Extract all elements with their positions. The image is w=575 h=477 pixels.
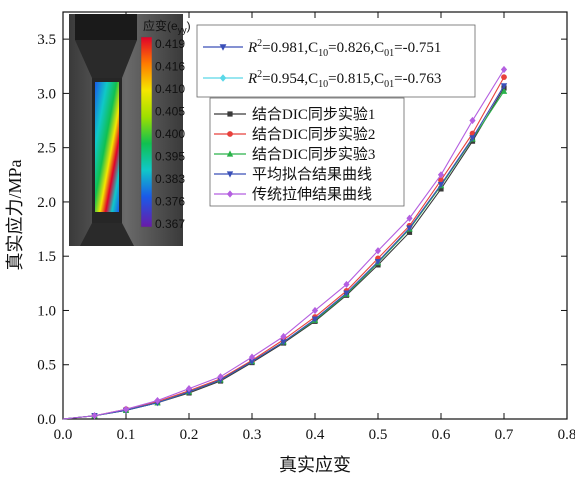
data-point	[280, 332, 287, 341]
series-layer	[62, 65, 508, 420]
colorbar-tick-label: 0.383	[155, 172, 185, 186]
x-tick-label: 0.4	[306, 427, 325, 443]
fit-equation-legend: R2=0.981,C10=0.826,C01=-0.751 R2=0.954,C1…	[196, 24, 476, 98]
data-point	[248, 358, 256, 366]
data-point	[469, 135, 476, 142]
data-point	[500, 65, 508, 74]
specimen-shoulder	[75, 40, 137, 78]
data-point	[217, 373, 224, 381]
colorbar-tick-label: 0.395	[155, 150, 185, 164]
data-point	[500, 83, 508, 90]
series-4	[62, 83, 508, 420]
legend-marker	[226, 150, 234, 157]
fit-equation-label: R2=0.981,C10=0.826,C01=-0.751	[247, 38, 441, 59]
series-legend-label: 结合DIC同步实验2	[252, 126, 375, 143]
legend-marker	[227, 111, 233, 117]
dic-inset: 应变(eyy) 0.4190.4160.4100.4050.4000.3950.…	[69, 14, 191, 246]
colorbar-title: 应变(eyy)	[143, 18, 191, 35]
fit-legend-entry: R2=0.954,C10=0.815,C01=-0.763	[203, 69, 441, 90]
x-tick-label: 0.6	[432, 427, 451, 443]
x-tick-label: 0.0	[54, 427, 73, 443]
y-tick-label: 1.0	[37, 303, 56, 319]
colorbar-tick-label: 0.405	[155, 105, 185, 119]
series-legend-entry: 结合DIC同步实验1	[214, 106, 375, 123]
x-tick-label: 0.3	[243, 427, 262, 443]
y-tick-label: 3.0	[37, 86, 56, 102]
x-tick-label: 0.1	[117, 427, 136, 443]
y-tick-label: 3.5	[37, 32, 56, 48]
specimen-shoulder-bottom	[80, 223, 134, 246]
y-tick-label: 0.5	[37, 358, 56, 374]
legend-marker	[227, 131, 233, 137]
fit-equation-label: R2=0.954,C10=0.815,C01=-0.763	[247, 69, 441, 90]
data-point	[374, 259, 382, 266]
series-legend-label: 结合DIC同步实验3	[252, 146, 375, 163]
x-tick-label: 0.7	[495, 427, 514, 443]
x-tick-label: 0.8	[558, 427, 575, 443]
x-tick-label: 0.2	[180, 427, 199, 443]
data-point	[311, 316, 319, 323]
data-point	[280, 339, 287, 346]
y-tick-label: 2.5	[37, 141, 56, 157]
data-point	[91, 412, 98, 420]
data-point	[437, 181, 445, 189]
legend-marker	[226, 190, 234, 198]
series-legend-label: 传统拉伸结果曲线	[252, 186, 372, 203]
data-point	[343, 280, 350, 289]
data-point	[154, 396, 161, 405]
legend-marker	[226, 171, 234, 178]
data-point	[500, 87, 508, 94]
series-legend-entry: 平均拟合结果曲线	[214, 166, 372, 183]
data-point	[374, 247, 382, 255]
data-point	[217, 377, 224, 384]
data-point	[311, 306, 319, 315]
y-tick-label: 2.0	[37, 195, 56, 211]
colorbar-tick-label: 0.400	[155, 127, 185, 141]
axes: 0.0 0.1 0.2 0.3 0.4 0.5 0.6 0.7 0.8 0.0 0.5 1.0 1.5 2…	[37, 12, 575, 443]
series-5	[62, 65, 508, 420]
series-legend-entry: 结合DIC同步实验3	[214, 146, 375, 163]
x-axis-label: 真实应变	[279, 455, 351, 475]
series-legend-entry: 传统拉伸结果曲线	[214, 186, 372, 203]
dic-strain-field	[95, 82, 119, 212]
series-legend-label: 平均拟合结果曲线	[252, 166, 372, 183]
y-tick-label: 0.0	[37, 412, 56, 428]
colorbar	[140, 36, 153, 228]
specimen-grip-top	[75, 14, 137, 40]
series-legend-entry: 结合DIC同步实验2	[214, 126, 375, 143]
data-point	[438, 186, 444, 192]
data-point	[437, 171, 445, 179]
series-legend-label: 结合DIC同步实验1	[252, 106, 375, 123]
data-point	[248, 353, 256, 361]
fit-legend-entry: R2=0.981,C10=0.826,C01=-0.751	[203, 38, 441, 59]
colorbar-tick-label: 0.376	[155, 195, 185, 209]
data-point	[185, 389, 193, 396]
colorbar-tick-label: 0.419	[155, 37, 185, 51]
data-point	[406, 229, 413, 235]
legend-marker	[219, 74, 227, 82]
colorbar-tick-label: 0.367	[155, 217, 185, 231]
series-legend: 结合DIC同步实验1 结合DIC同步实验2 结合DIC同步实验3 平均拟合结果曲线传统…	[209, 97, 405, 207]
y-tick-label: 1.5	[37, 249, 56, 265]
legend-marker	[219, 44, 227, 51]
data-point	[501, 74, 507, 81]
colorbar-tick-label: 0.416	[155, 60, 185, 74]
data-point	[185, 385, 193, 393]
data-point	[406, 214, 413, 222]
data-point	[343, 290, 350, 297]
colorbar-ticks: 0.419 0.416 0.410 0.405 0.400 0.395 0.383 0.376…	[155, 37, 185, 231]
colorbar-tick-label: 0.410	[155, 82, 185, 96]
data-point	[406, 225, 413, 232]
x-tick-label: 0.5	[369, 427, 388, 443]
data-point	[469, 116, 476, 125]
data-point	[122, 405, 130, 413]
y-axis-label: 真实应力/MPa	[5, 159, 25, 270]
